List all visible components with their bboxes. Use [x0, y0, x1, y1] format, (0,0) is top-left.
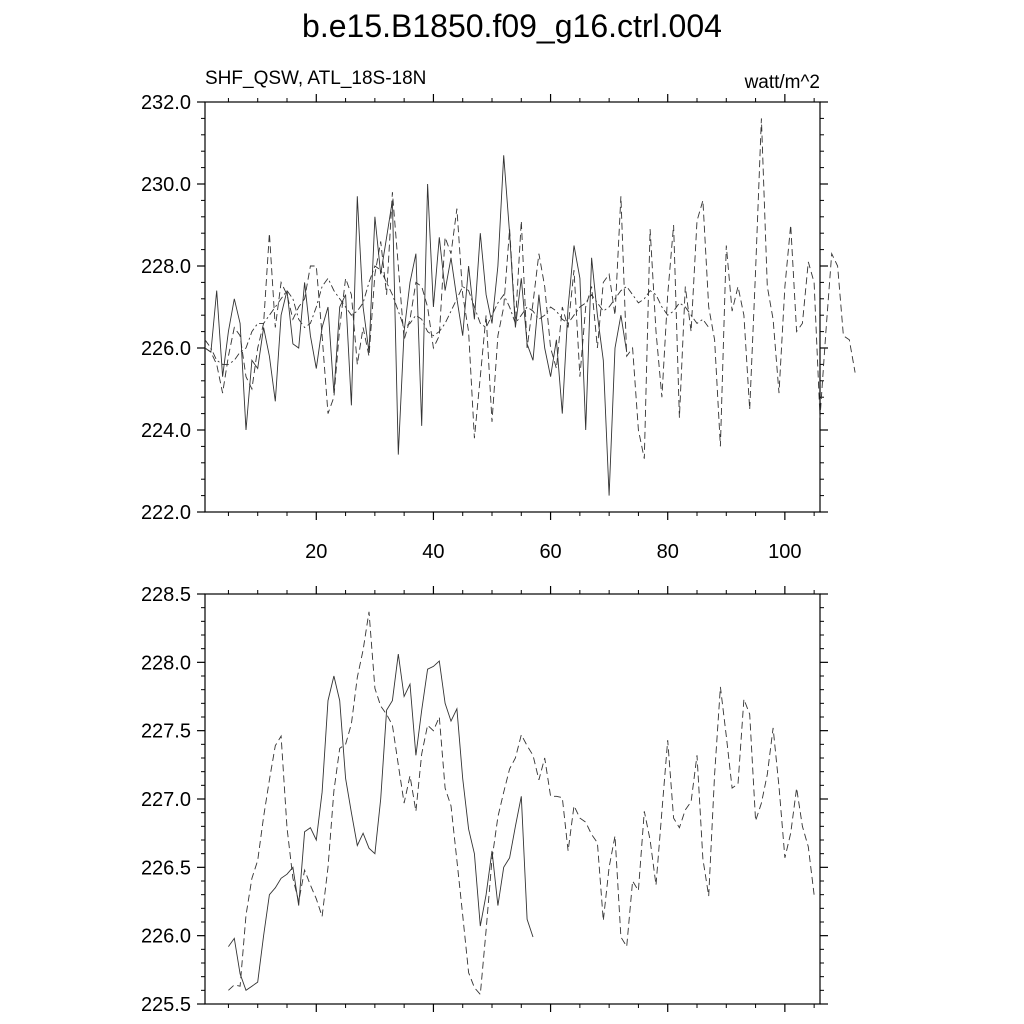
top-series-solid — [204, 155, 628, 496]
top-series — [204, 118, 856, 496]
top-series-dashed — [204, 118, 856, 459]
bottom-ytick-label: 226.5 — [141, 857, 191, 879]
bottom-plot-frame — [204, 593, 821, 1005]
bottom-ytick-label: 227.0 — [141, 789, 191, 811]
top-plot-frame — [204, 101, 821, 513]
top-xtick-label: 80 — [657, 541, 679, 563]
chart-title: b.e15.B1850.f09_g16.ctrl.004 — [302, 8, 722, 44]
bottom-ytick-label: 225.5 — [141, 994, 191, 1016]
bottom-ytick-label: 228.0 — [141, 652, 191, 674]
bottom-ytick-label: 228.5 — [141, 584, 191, 606]
top-ytick-label: 226.0 — [141, 338, 191, 360]
top-series-dash-dot — [204, 265, 710, 365]
bottom-ytick-label: 227.5 — [141, 721, 191, 743]
top-ticks: 222.0 224.0 226.0 228.0 230.0 232.0 20 40 60 80 10… — [141, 92, 828, 563]
bottom-ytick-label: 226.0 — [141, 926, 191, 948]
top-ytick-label: 224.0 — [141, 420, 191, 442]
top-xtick-label: 100 — [768, 541, 801, 563]
bottom-series-solid — [228, 654, 534, 992]
top-xtick-label: 20 — [305, 541, 327, 563]
top-ytick-label: 230.0 — [141, 174, 191, 196]
top-panel: SHF_QSW, ATL_18S-18N watt/m^2 222.0 224.0… — [141, 68, 856, 563]
bottom-series — [228, 611, 815, 996]
top-ytick-label: 232.0 — [141, 92, 191, 114]
top-xtick-label: 60 — [539, 541, 561, 563]
top-right-label: watt/m^2 — [744, 72, 820, 93]
top-ytick-label: 228.0 — [141, 256, 191, 278]
bottom-panel: 225.5 226.0 226.5 227.0 227.5 228.0 228.5 — [141, 584, 828, 1016]
bottom-ticks: 225.5 226.0 226.5 227.0 227.5 228.0 228.5 — [141, 584, 828, 1016]
top-left-label: SHF_QSW, ATL_18S-18N — [205, 68, 426, 89]
top-ytick-label: 222.0 — [141, 502, 191, 524]
top-xtick-label: 40 — [422, 541, 444, 563]
